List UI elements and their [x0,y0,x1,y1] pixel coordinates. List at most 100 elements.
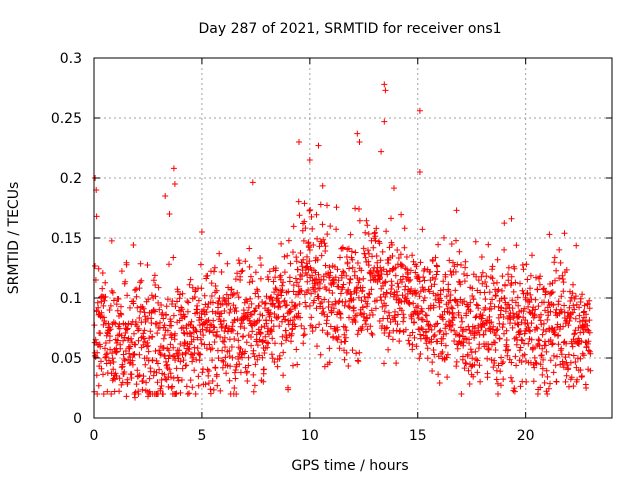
data-point [108,391,115,397]
data-point [177,389,184,396]
data-point [183,349,189,356]
data-point [392,272,399,279]
data-point [453,207,460,214]
data-point [107,360,114,367]
data-point [166,366,173,373]
data-point [429,359,436,366]
data-point [269,335,276,342]
data-point [355,358,362,365]
data-point [547,308,554,315]
data-point [219,347,226,354]
data-point [347,276,354,283]
data-point [572,359,579,365]
data-point [105,357,112,364]
data-point [327,269,334,276]
x-tick-label: 10 [301,428,319,444]
data-point [516,347,523,354]
data-point [170,375,177,382]
data-point [445,288,452,295]
data-point [115,296,122,302]
data-point [235,337,242,344]
data-point [157,319,163,326]
data-point [341,356,348,363]
data-point [576,304,583,311]
data-point [171,181,178,187]
data-point [163,303,170,310]
data-point [290,249,296,256]
data-point [94,391,101,397]
data-point [378,271,385,277]
grid-lines [94,58,612,418]
data-point [280,313,287,320]
data-point [408,315,415,322]
data-point [528,336,535,343]
data-point [416,293,423,300]
data-point [503,337,510,343]
data-point [211,339,218,345]
data-point [130,300,137,307]
data-point [492,293,499,299]
data-point [579,350,586,357]
data-point [223,370,230,377]
data-point [442,325,449,332]
data-point [537,384,544,391]
data-point [554,353,560,360]
data-point [148,320,155,326]
data-point [304,263,311,270]
data-point [114,307,121,314]
data-point [189,384,196,391]
data-point [484,355,491,362]
data-point [176,347,183,354]
data-point [560,364,567,371]
data-point [256,317,263,324]
data-point [184,298,191,305]
data-point [473,273,480,280]
data-point [340,269,347,276]
data-point [272,265,279,272]
data-point [281,297,288,304]
data-point [503,327,510,334]
data-point [494,256,501,263]
data-point [331,279,338,286]
data-point [165,355,172,362]
data-point [342,334,349,341]
data-point [143,379,150,386]
data-point [384,271,391,278]
data-point [454,298,460,305]
data-point [313,305,320,312]
data-point [494,279,500,286]
data-point [301,325,308,332]
data-point [181,313,188,320]
data-point [157,385,164,392]
data-point [379,303,386,310]
data-point [232,367,239,373]
data-point [191,367,198,374]
data-point [515,302,522,309]
data-point [403,254,410,260]
data-point [512,279,519,286]
data-point [334,326,341,333]
data-point [377,264,384,271]
data-point [416,355,423,362]
data-point [561,302,568,309]
data-point [203,309,210,316]
data-point [581,302,588,309]
data-point [469,355,476,362]
data-point [457,281,464,288]
data-point [483,273,490,280]
data-point [200,332,207,339]
data-point [233,308,240,315]
data-point [152,308,158,315]
data-point [139,378,146,384]
data-point [443,354,450,361]
data-point [381,118,388,125]
data-point [509,378,516,385]
data-point [372,237,379,244]
data-point [343,349,350,356]
data-point [417,351,424,357]
data-point [145,296,152,303]
data-point [443,293,450,300]
data-point [382,278,389,285]
data-point [128,335,135,342]
